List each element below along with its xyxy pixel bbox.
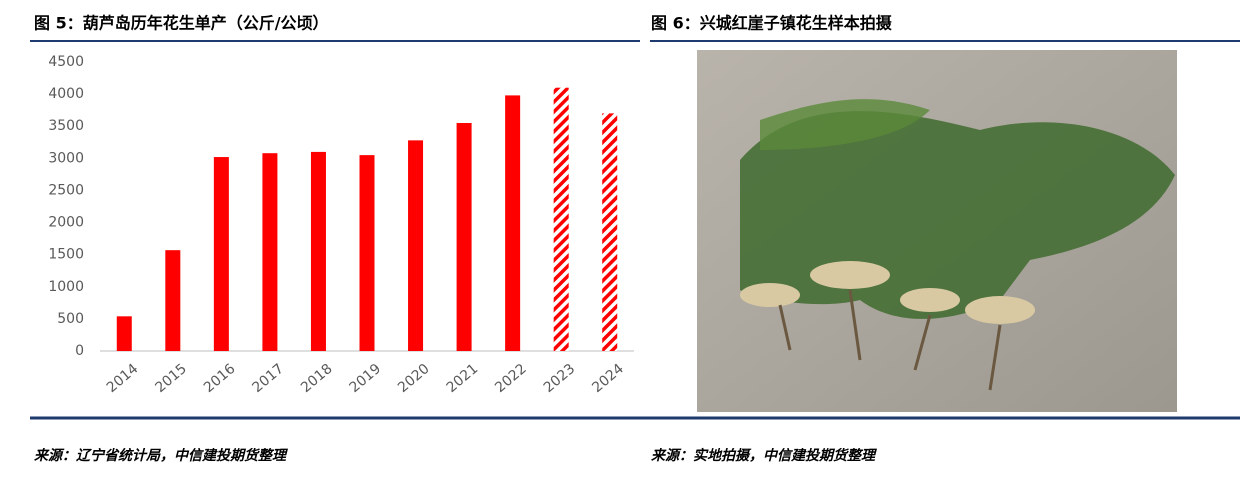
y-tick-label: 3500 (48, 118, 84, 134)
bar (505, 95, 521, 351)
bar (116, 316, 132, 351)
y-tick-label: 500 (57, 311, 84, 327)
bar (262, 153, 278, 351)
photo-source: 来源：实地拍摄，中信建投期货整理 (651, 447, 877, 464)
bar (359, 155, 375, 351)
chart-source: 来源：辽宁省统计局，中信建投期货整理 (34, 447, 288, 464)
bar (165, 250, 181, 351)
y-tick-label: 4500 (48, 54, 84, 70)
y-tick-label: 1000 (48, 279, 84, 295)
x-tick-label: 2019 (347, 361, 385, 396)
bar (602, 113, 618, 351)
y-tick-label: 3000 (48, 150, 84, 166)
bar (310, 151, 326, 351)
x-tick-label: 2016 (201, 361, 239, 396)
bar (456, 123, 472, 351)
y-tick-label: 4000 (48, 86, 84, 102)
y-tick-label: 2000 (48, 215, 84, 231)
x-tick-label: 2014 (104, 361, 142, 396)
y-tick-label: 2500 (48, 182, 84, 198)
chart-title: 图 5：葫芦岛历年花生单产（公斤/公顷） (34, 14, 329, 33)
x-tick-label: 2020 (395, 361, 433, 396)
bar (553, 87, 569, 351)
bar (408, 140, 424, 351)
x-tick-label: 2015 (152, 361, 190, 396)
x-tick-label: 2017 (249, 361, 287, 396)
photo (697, 50, 1177, 412)
photo-title: 图 6：兴城红崖子镇花生样本拍摄 (651, 14, 893, 33)
x-tick-label: 2024 (589, 361, 627, 396)
x-tick-label: 2022 (492, 361, 530, 396)
bar (213, 157, 229, 351)
x-tick-label: 2023 (541, 361, 579, 396)
y-tick-label: 0 (75, 343, 84, 359)
x-tick-label: 2021 (444, 361, 482, 396)
x-tick-label: 2018 (298, 361, 336, 396)
y-tick-label: 1500 (48, 247, 84, 263)
